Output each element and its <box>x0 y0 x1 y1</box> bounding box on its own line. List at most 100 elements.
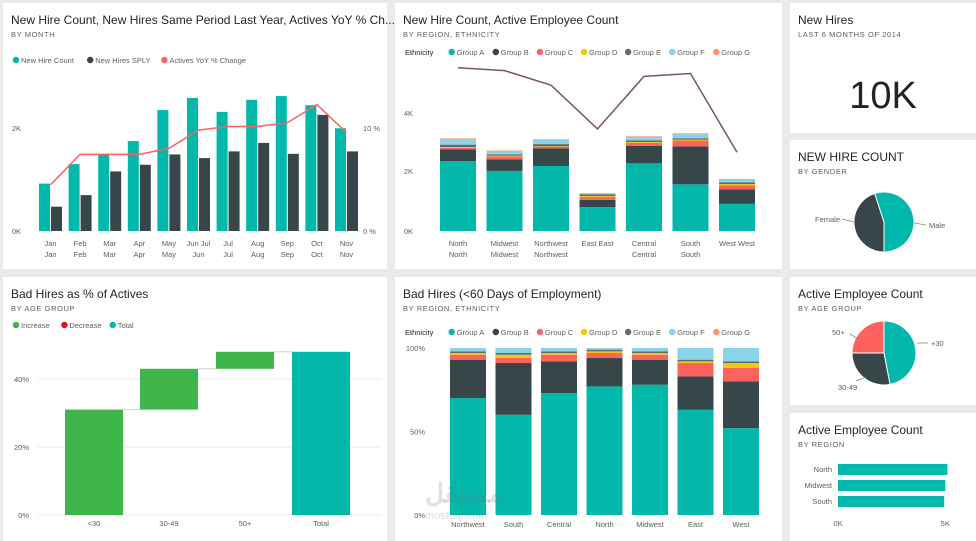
y-tick-label: 2K <box>404 167 413 176</box>
y-tick-label: 100% <box>406 344 426 353</box>
legend-marker <box>669 48 676 56</box>
x-tick-label: Nov <box>340 239 354 248</box>
x-tick-label: North <box>449 250 467 259</box>
stack-segment <box>723 381 759 429</box>
bar-new-hire-count <box>98 154 110 231</box>
bar-new-hires-sply <box>287 153 299 231</box>
stack-segment <box>586 353 623 359</box>
line-active-employee-count <box>457 66 738 153</box>
stack-segment <box>672 138 709 140</box>
waterfall-bar <box>65 409 123 515</box>
tile-new-hires-card[interactable]: New Hires LAST 6 MONTHS OF 2014 10K <box>790 3 976 133</box>
tile-bad-hires-waterfall[interactable]: Bad Hires as % of Actives BY AGE GROUP I… <box>3 277 387 541</box>
stack-segment <box>533 139 569 145</box>
x-tick-label: May <box>162 250 176 259</box>
stack-segment <box>486 150 523 152</box>
bad-hires-stacked-chart: Ethnicity Group A Group B Group C Group D Gro… <box>405 328 759 529</box>
stack-segment <box>533 144 569 147</box>
x-tick-label: West <box>733 520 751 529</box>
stack-segment <box>719 189 755 204</box>
tile-title: NEW HIRE COUNT <box>798 150 904 164</box>
tile-title: Bad Hires (<60 Days of Employment) <box>403 287 602 301</box>
stack-segment <box>486 151 523 155</box>
legend-label: New Hire Count <box>21 56 75 65</box>
legend-marker <box>61 321 68 329</box>
stack-segment <box>626 142 662 143</box>
stack-segment <box>579 196 616 197</box>
legend-label: Group B <box>501 328 529 337</box>
bar-new-hire-count <box>216 111 228 231</box>
x-tick-label: Mar <box>103 250 116 259</box>
stack-segment <box>495 358 532 364</box>
legend-label: Group D <box>589 328 618 337</box>
stack-segment <box>579 207 616 231</box>
legend-marker <box>580 328 588 336</box>
legend-label: Total <box>118 321 134 330</box>
tile-bad-hires-region[interactable]: Bad Hires (<60 Days of Employment) BY RE… <box>395 277 782 541</box>
tile-region-ethnicity[interactable]: New Hire Count, Active Employee Count BY… <box>395 3 782 269</box>
stack-segment <box>486 154 523 156</box>
stack-segment <box>672 140 709 147</box>
stack-segment <box>486 170 523 231</box>
legend-marker <box>87 56 94 64</box>
stack-segment <box>541 353 577 355</box>
y-tick-label: Midwest <box>804 481 832 490</box>
region-bar-chart: North Midwest South 0K 5K <box>804 464 950 528</box>
stack-segment <box>541 348 577 352</box>
bar-new-hires-sply <box>139 164 151 231</box>
x-tick-label: North <box>449 239 467 248</box>
stack-segment <box>632 353 668 355</box>
x-tick-label: Jan <box>44 239 56 248</box>
tile-monthly-hires[interactable]: New Hire Count, New Hires Same Period La… <box>3 3 395 269</box>
legend-label: Group E <box>633 328 661 337</box>
bar-new-hire-count <box>246 99 258 231</box>
leader-line <box>841 218 855 223</box>
stack-segment <box>495 363 532 415</box>
stack-segment <box>677 409 714 515</box>
tile-subtitle: BY REGION, ETHNICITY <box>403 304 501 313</box>
bar-new-hire-count <box>127 141 139 231</box>
x-tick-label: Apr <box>133 250 145 259</box>
x-tick-label: Jan <box>44 250 56 259</box>
tile-age-pie[interactable]: Active Employee Count BY AGE GROUP +30 30… <box>790 277 976 405</box>
bar-new-hire-count <box>187 97 198 232</box>
tile-region-bars[interactable]: Active Employee Count BY REGION North Mid… <box>790 413 976 541</box>
x-tick-label: Feb <box>74 239 87 248</box>
x-tick-label: Nov <box>340 250 354 259</box>
stack-segment <box>632 348 668 352</box>
legend-marker <box>669 328 676 336</box>
tile-title: Bad Hires as % of Actives <box>11 287 149 301</box>
x-tick-label: Jul <box>223 239 233 248</box>
y-tick-label: 20% <box>14 443 29 452</box>
stack-segment <box>586 386 623 515</box>
bar-new-hire-count <box>335 128 346 231</box>
waterfall-bar <box>216 351 274 369</box>
tile-title: New Hires <box>798 13 854 27</box>
waterfall-chart: Increase Decrease Total 40% 20% 0% <30 30-49 50+… <box>12 321 381 528</box>
x-tick-label: Oct <box>311 239 324 248</box>
bar-new-hire-count <box>275 96 287 231</box>
x-tick-label: West West <box>719 239 756 248</box>
stack-segment <box>586 358 623 387</box>
x-tick-label: Central <box>547 520 572 529</box>
bar-new-hires-sply <box>199 158 210 231</box>
tile-gender-pie[interactable]: NEW HIRE COUNT BY GENDER Female Male <box>790 140 976 269</box>
stack-segment <box>533 165 569 231</box>
legend-label: Actives YoY % Change <box>169 56 246 65</box>
legend-label: Group C <box>545 48 574 57</box>
region-stacked-chart: Ethnicity Group A Group B Group C Group D Gro… <box>404 48 756 259</box>
stack-segment <box>579 194 616 196</box>
stack-segment <box>723 368 759 382</box>
stack-segment <box>723 361 759 364</box>
stack-segment <box>486 159 523 171</box>
stack-segment <box>632 351 668 354</box>
x-tick-label: 5K <box>941 519 950 528</box>
stack-segment <box>579 193 616 195</box>
pie-slice <box>874 191 915 253</box>
legend-title: Ethnicity <box>405 48 434 57</box>
legend-marker <box>536 48 544 56</box>
watermark-url: mostaql.com <box>425 510 488 522</box>
bar-new-hires-sply <box>317 114 329 231</box>
stack-segment <box>677 361 714 364</box>
stack-segment <box>677 348 714 360</box>
